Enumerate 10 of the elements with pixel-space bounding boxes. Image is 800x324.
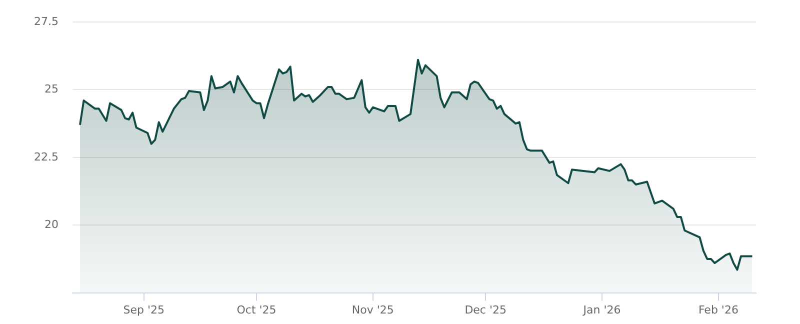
x-tick-label: Nov '25	[352, 303, 394, 316]
x-tick-label: Jan '26	[582, 303, 621, 316]
y-tick-label: 27.5	[34, 14, 58, 28]
y-tick-label: 20	[44, 218, 58, 231]
y-tick-label: 22.5	[34, 150, 58, 164]
x-tick-label: Feb '26	[698, 303, 738, 316]
x-tick-label: Sep '25	[123, 303, 164, 316]
y-tick-label: 25	[44, 82, 58, 96]
x-tick-label: Oct '25	[236, 303, 276, 316]
x-tick-label: Dec '25	[464, 303, 507, 316]
